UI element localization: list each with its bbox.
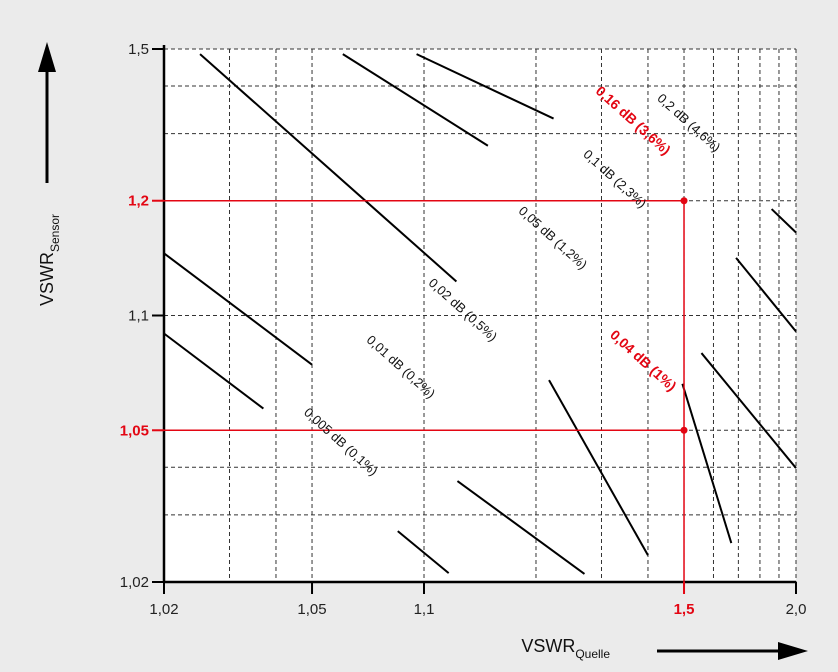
y-axis-title-subscript: Sensor — [48, 214, 62, 252]
axes — [152, 45, 797, 594]
y-tick-label: 1,02 — [120, 574, 149, 591]
x-axis-arrow-icon — [657, 642, 808, 660]
y-tick-label: 1,2 — [128, 193, 149, 210]
y-tick-label: 1,1 — [128, 308, 149, 325]
y-axis-title: VSWRSensor — [37, 214, 62, 306]
reference-lines — [164, 197, 688, 582]
reference-point — [680, 426, 688, 434]
x-axis-title-subscript: Quelle — [575, 647, 610, 661]
uncertainty-curve — [163, 252, 313, 366]
x-tick-label: 2,0 — [786, 601, 807, 618]
uncertainty-curve — [199, 53, 458, 283]
x-axis-title: VSWRQuelle — [521, 636, 610, 661]
uncertainty-curve — [681, 383, 733, 544]
x-tick-label: 1,5 — [674, 601, 695, 618]
uncertainty-curve — [700, 352, 797, 469]
y-axis-arrow-icon — [38, 42, 56, 183]
uncertainty-curve — [416, 53, 555, 120]
svg-text:VSWRSensor: VSWRSensor — [37, 214, 62, 306]
uncertainty-curve — [735, 257, 797, 333]
curves — [163, 53, 797, 575]
uncertainty-curve — [163, 332, 264, 410]
uncertainty-curve — [456, 480, 586, 575]
y-axis-title-main: VSWR — [37, 252, 57, 306]
x-tick-label: 1,05 — [297, 601, 326, 618]
x-tick-label: 1,1 — [414, 601, 435, 618]
uncertainty-curve — [397, 530, 450, 574]
x-axis-title-main: VSWR — [521, 636, 575, 656]
svg-text:VSWRQuelle: VSWRQuelle — [521, 636, 610, 661]
uncertainty-curve — [770, 208, 797, 234]
reference-point — [680, 197, 688, 205]
uncertainty-curve — [342, 53, 489, 147]
y-tick-label: 1,5 — [128, 41, 149, 58]
x-tick-label: 1,02 — [149, 601, 178, 618]
uncertainty-curve — [548, 379, 649, 556]
tick-labels: 1,02 1,05 1,1 1,5 2,0 1,02 1,05 1,1 1,2 1,5 — [120, 41, 807, 618]
y-tick-label: 1,05 — [120, 422, 149, 439]
